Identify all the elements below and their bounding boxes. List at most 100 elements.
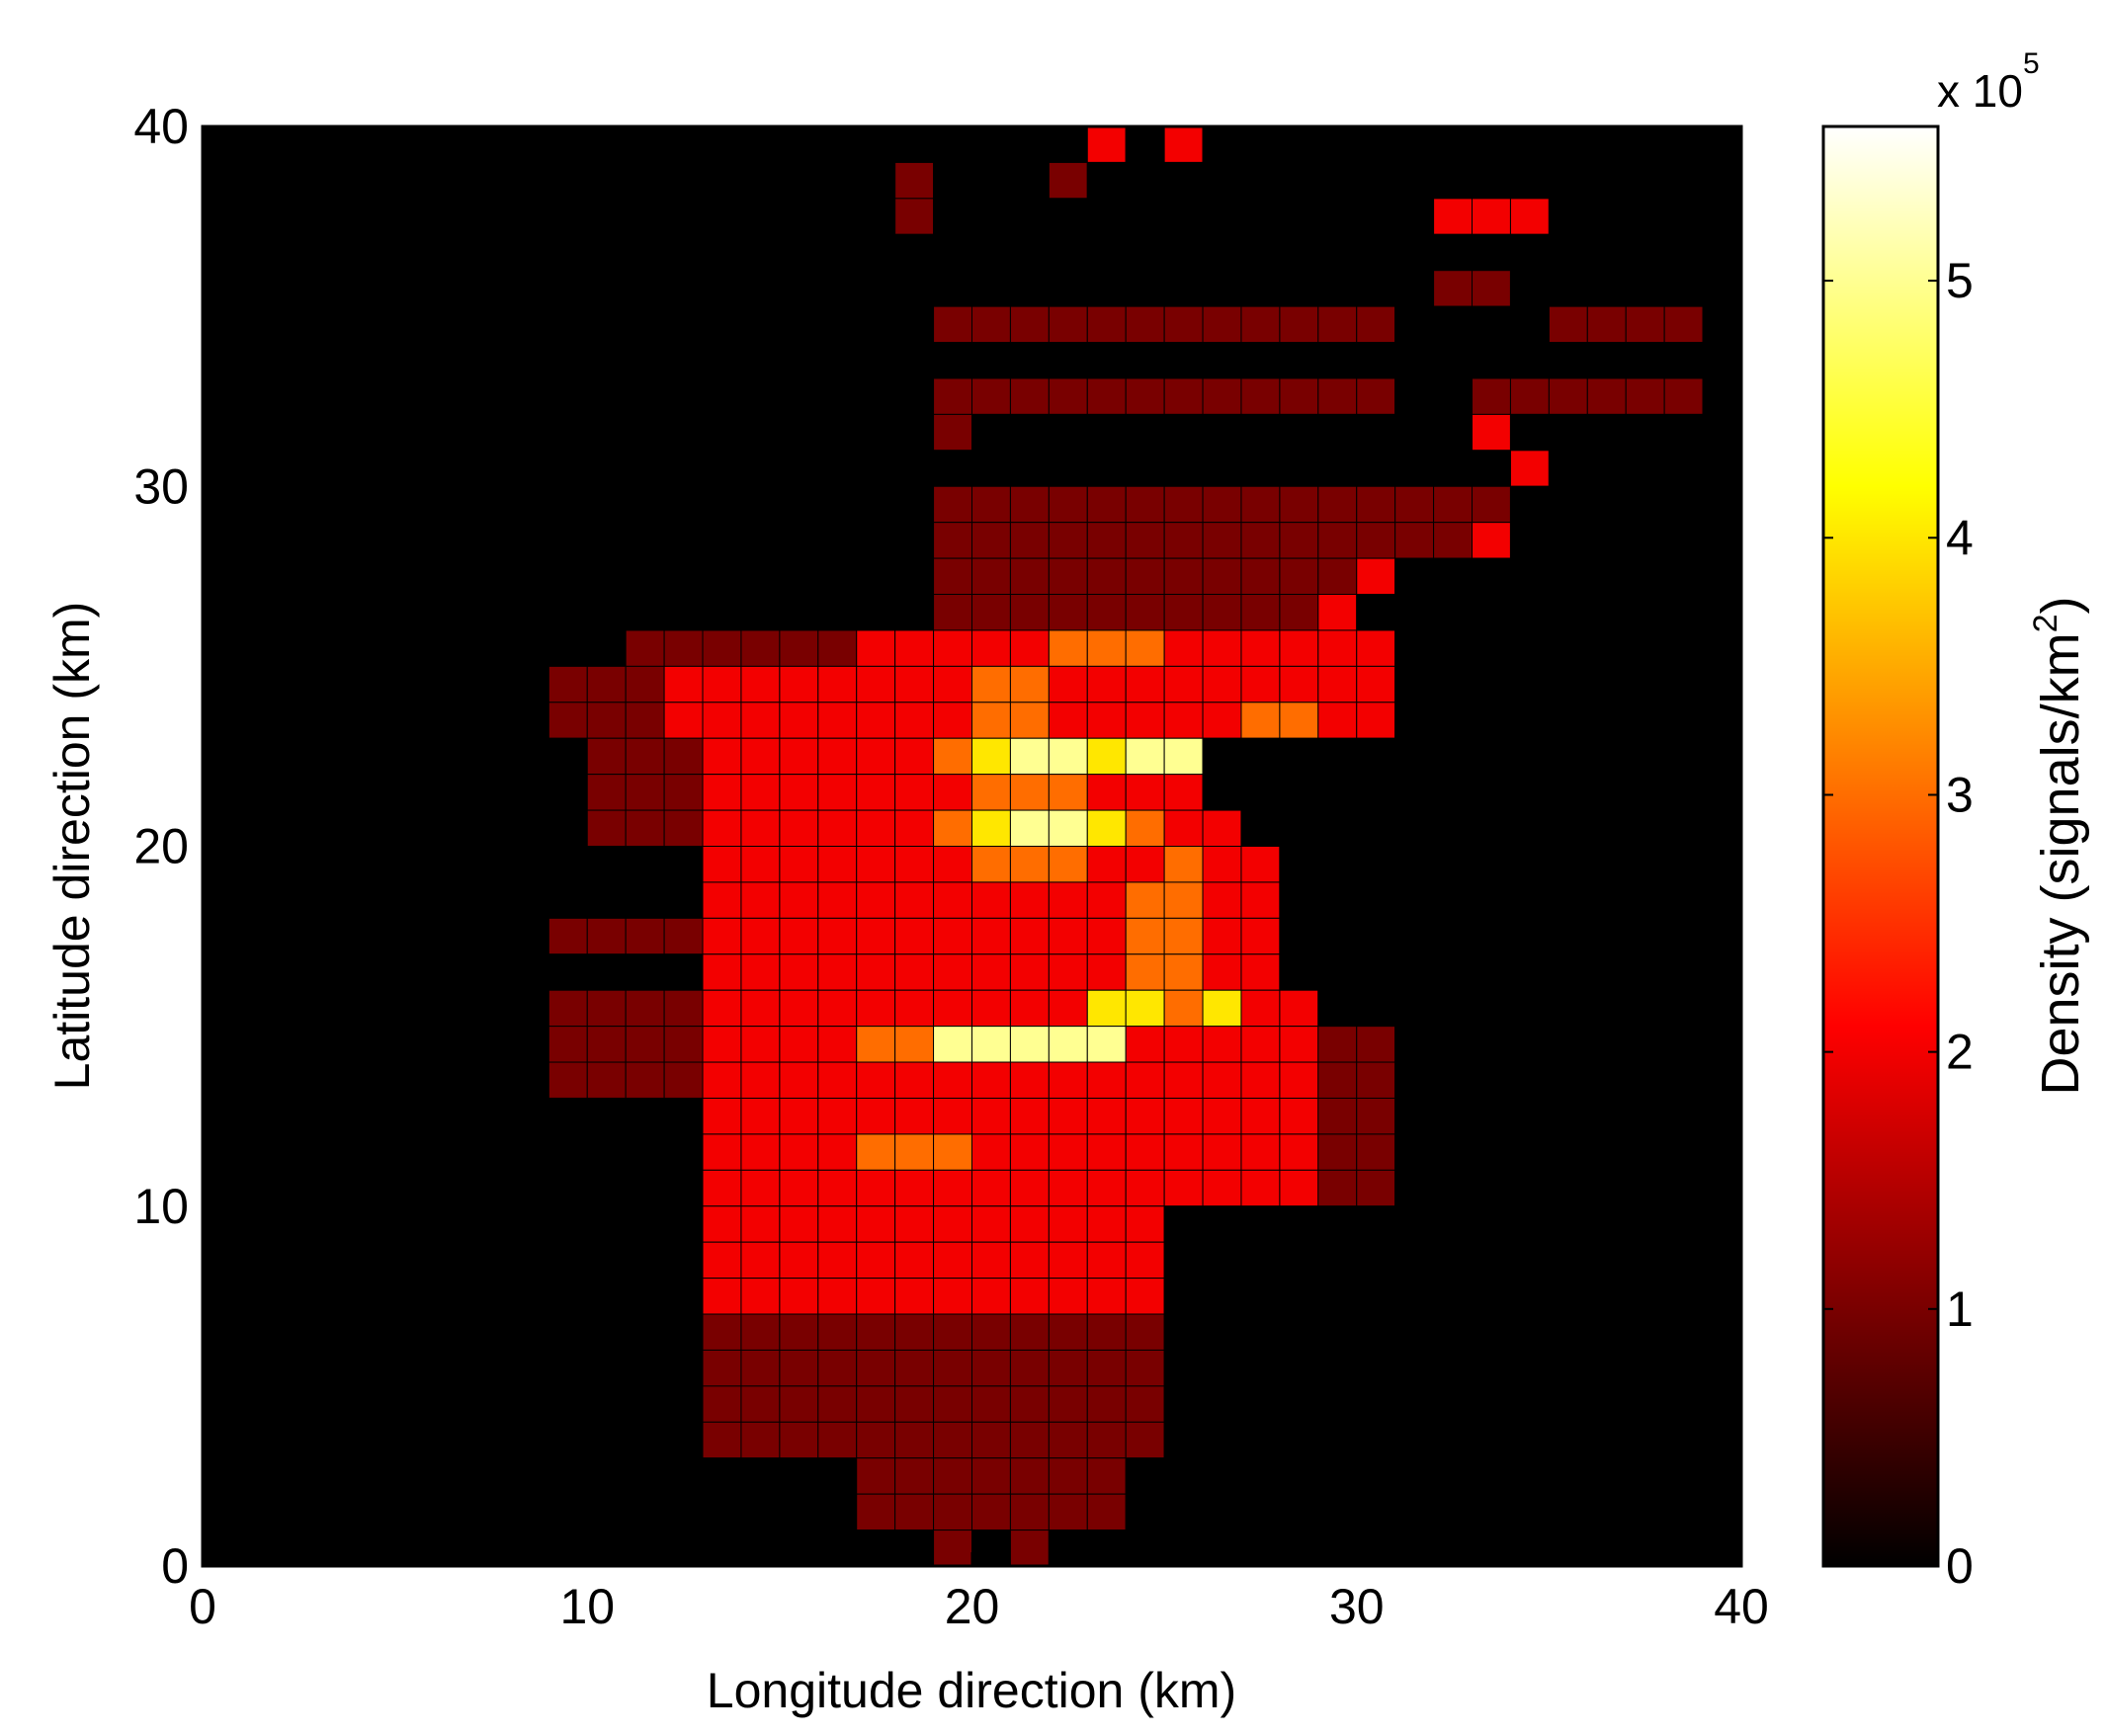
heatmap-cell <box>971 774 1011 811</box>
heatmap-cell <box>1394 1278 1435 1315</box>
heatmap-cell <box>586 594 627 631</box>
heatmap-cell <box>971 1385 1011 1423</box>
heatmap-cell <box>1586 702 1627 739</box>
heatmap-cell <box>817 629 858 667</box>
heatmap-cell <box>971 125 1011 163</box>
heatmap-cell <box>702 1241 742 1280</box>
heatmap-cell <box>1125 1421 1165 1459</box>
heatmap-cell <box>1702 161 1742 200</box>
heatmap-cell <box>779 1241 819 1280</box>
heatmap-cell <box>779 1278 819 1315</box>
heatmap-cell <box>356 161 396 200</box>
heatmap-cell <box>1317 198 1358 235</box>
heatmap-cell <box>1663 846 1704 883</box>
heatmap-cell <box>394 1421 435 1459</box>
heatmap-cell <box>1548 1133 1588 1171</box>
heatmap-cell <box>1509 665 1550 703</box>
heatmap-cell <box>317 1421 358 1459</box>
heatmap-cell <box>1125 1385 1165 1423</box>
heatmap-cell <box>470 1421 511 1459</box>
heatmap-cell <box>1240 1493 1281 1531</box>
heatmap-cell <box>240 198 281 235</box>
heatmap-cell <box>1279 1026 1319 1063</box>
heatmap-cell <box>1048 270 1088 307</box>
heatmap-cell <box>702 1278 742 1315</box>
heatmap-cell <box>356 557 396 596</box>
heatmap-cell <box>663 1313 704 1351</box>
heatmap-cell <box>1356 989 1396 1028</box>
heatmap-cell <box>933 989 972 1028</box>
heatmap-cell <box>509 989 549 1028</box>
heatmap-cell <box>971 522 1011 559</box>
heatmap-cell <box>663 1061 704 1099</box>
heatmap-cell <box>1317 485 1358 524</box>
heatmap-cell <box>1317 1133 1358 1171</box>
heatmap-cell <box>625 233 665 272</box>
heatmap-cell <box>1663 342 1704 379</box>
y-axis-label: Latitude direction (km) <box>44 602 100 1091</box>
heatmap-cell <box>1125 917 1165 955</box>
heatmap-cell <box>1240 377 1281 415</box>
colorbar-tick-label: 3 <box>1946 767 1974 822</box>
heatmap-cell <box>279 485 319 524</box>
heatmap-cell <box>433 1061 472 1099</box>
heatmap-cell <box>240 522 281 559</box>
x-axis-ticks: 0 10 20 30 40 <box>189 126 1769 1634</box>
heatmap-cell <box>1202 485 1242 524</box>
heatmap-cell <box>1317 917 1358 955</box>
heatmap-cell <box>317 1493 358 1531</box>
heatmap-cell <box>740 413 781 452</box>
heatmap-cell <box>1356 522 1396 559</box>
heatmap-cell <box>317 1313 358 1351</box>
heatmap-cell <box>586 161 627 200</box>
heatmap-cell <box>740 1385 781 1423</box>
heatmap-cell <box>1625 1421 1665 1459</box>
heatmap-cell <box>1356 1457 1396 1495</box>
heatmap-cell <box>1509 198 1550 235</box>
heatmap-cell <box>856 1026 896 1063</box>
heatmap-cell <box>1702 774 1742 811</box>
heatmap-cell <box>1356 953 1396 991</box>
heatmap-cell <box>279 1278 319 1315</box>
heatmap-cell <box>509 1349 549 1387</box>
heatmap-cell <box>1472 629 1511 667</box>
heatmap-cell <box>279 198 319 235</box>
heatmap-cell <box>894 1529 935 1567</box>
heatmap-cell <box>240 1421 281 1459</box>
heatmap-cell <box>1586 342 1627 379</box>
heatmap-cell <box>1125 665 1165 703</box>
heatmap-cell <box>279 917 319 955</box>
heatmap-cell <box>779 917 819 955</box>
y-tick-label: 0 <box>161 1538 189 1594</box>
heatmap-cell <box>1548 881 1588 919</box>
heatmap-cell <box>202 557 242 596</box>
heatmap-cell <box>548 809 588 847</box>
heatmap-cell <box>1625 1241 1665 1280</box>
heatmap-cell <box>1433 1493 1474 1531</box>
heatmap-cell <box>1009 594 1050 631</box>
heatmap-cell <box>317 1457 358 1495</box>
heatmap-cell <box>894 594 935 631</box>
heatmap-cell <box>1394 557 1435 596</box>
heatmap-cell <box>1356 233 1396 272</box>
heatmap-cell <box>1433 1241 1474 1280</box>
heatmap-cell <box>856 305 896 344</box>
heatmap-cell <box>740 846 781 883</box>
heatmap-cell <box>1279 953 1319 991</box>
heatmap-cell <box>1048 161 1088 200</box>
heatmap-cell <box>202 774 242 811</box>
heatmap-cell <box>1548 377 1588 415</box>
heatmap-cell <box>1279 881 1319 919</box>
heatmap-cell <box>1663 629 1704 667</box>
heatmap-cell <box>1163 1205 1204 1243</box>
heatmap-cell <box>1586 1097 1627 1135</box>
heatmap-cell <box>1625 1278 1665 1315</box>
heatmap-cell <box>433 125 472 163</box>
heatmap-cell <box>470 270 511 307</box>
heatmap-cell <box>817 809 858 847</box>
heatmap-cell <box>586 413 627 452</box>
heatmap-cell <box>1240 1133 1281 1171</box>
heatmap-cell <box>1625 989 1665 1028</box>
heatmap-cell <box>1586 629 1627 667</box>
heatmap-cell <box>1394 1097 1435 1135</box>
